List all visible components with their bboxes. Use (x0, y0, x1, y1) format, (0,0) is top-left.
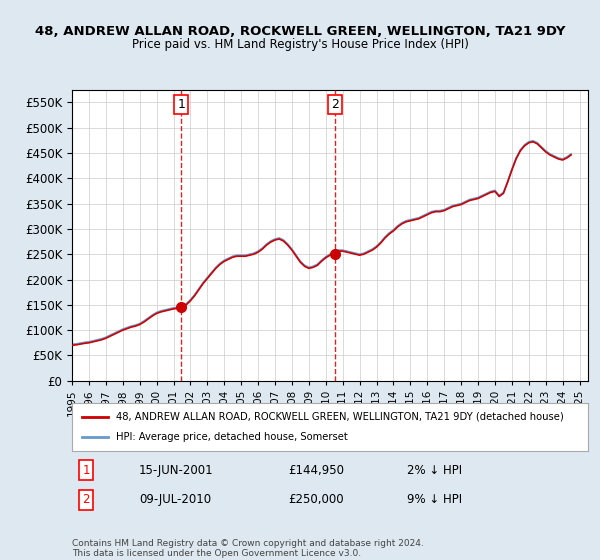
Text: 2: 2 (331, 99, 338, 111)
Text: 09-JUL-2010: 09-JUL-2010 (139, 493, 211, 506)
Text: HPI: Average price, detached house, Somerset: HPI: Average price, detached house, Some… (116, 432, 347, 442)
Text: 1: 1 (82, 464, 90, 477)
Text: Price paid vs. HM Land Registry's House Price Index (HPI): Price paid vs. HM Land Registry's House … (131, 38, 469, 51)
Text: 15-JUN-2001: 15-JUN-2001 (139, 464, 214, 477)
Text: 48, ANDREW ALLAN ROAD, ROCKWELL GREEN, WELLINGTON, TA21 9DY: 48, ANDREW ALLAN ROAD, ROCKWELL GREEN, W… (35, 25, 565, 38)
Text: 1: 1 (177, 99, 185, 111)
Text: 2% ↓ HPI: 2% ↓ HPI (407, 464, 463, 477)
Text: £250,000: £250,000 (289, 493, 344, 506)
Text: 2: 2 (82, 493, 90, 506)
Text: 48, ANDREW ALLAN ROAD, ROCKWELL GREEN, WELLINGTON, TA21 9DY (detached house): 48, ANDREW ALLAN ROAD, ROCKWELL GREEN, W… (116, 412, 563, 422)
Text: Contains HM Land Registry data © Crown copyright and database right 2024.
This d: Contains HM Land Registry data © Crown c… (72, 539, 424, 558)
Text: 9% ↓ HPI: 9% ↓ HPI (407, 493, 463, 506)
Text: £144,950: £144,950 (289, 464, 345, 477)
